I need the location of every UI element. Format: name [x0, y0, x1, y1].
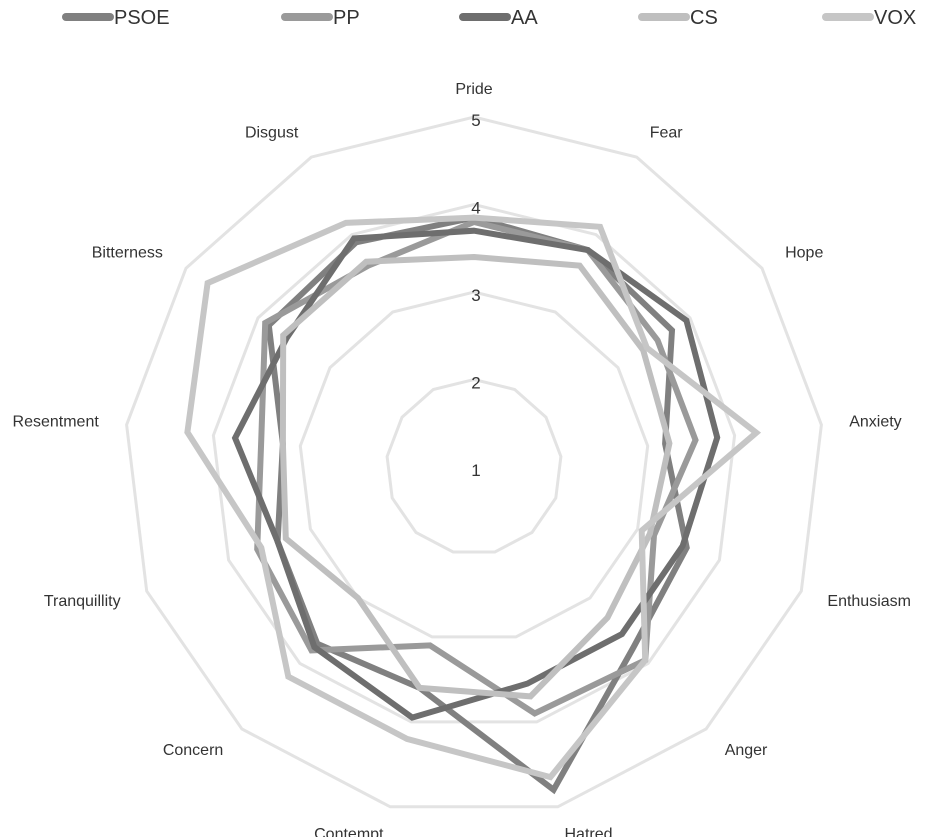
- axis-label: Hatred: [565, 826, 613, 837]
- legend-item: CS: [638, 7, 718, 29]
- legend-label: PSOE: [114, 7, 170, 29]
- axis-label: Contempt: [314, 826, 384, 837]
- axis-label: Pride: [455, 81, 492, 98]
- legend-item: VOX: [822, 7, 916, 29]
- tick-label: 3: [471, 286, 480, 305]
- series-lines: [184, 214, 762, 795]
- axis-label: Disgust: [245, 124, 299, 141]
- grid-ring: [125, 115, 823, 809]
- axis-label: Hope: [785, 244, 823, 261]
- axis-label: Tranquillity: [44, 593, 121, 610]
- grid-ring: [298, 290, 650, 639]
- tick-label: 4: [471, 199, 480, 218]
- grid-ring: [211, 202, 737, 724]
- legend-label: CS: [690, 7, 718, 29]
- legend: PSOE PP AA CS VOX: [62, 7, 916, 29]
- axis-label: Anxiety: [849, 413, 901, 430]
- legend-item: PSOE: [62, 7, 170, 29]
- axis-label: Anger: [725, 742, 768, 759]
- series-line-vox: [184, 214, 762, 781]
- series-line-psoe: [265, 214, 690, 795]
- axis-label: Enthusiasm: [827, 593, 911, 610]
- legend-item: AA: [459, 7, 538, 29]
- series-line-pp: [254, 218, 699, 717]
- axis-labels: Pride Fear Hope Anxiety Enthusiasm Anger Hatre…: [13, 81, 911, 837]
- series-line-cs: [279, 253, 673, 700]
- legend-label: AA: [511, 7, 538, 29]
- tick-label: 2: [471, 374, 480, 393]
- axis-label: Fear: [650, 124, 684, 141]
- radar-grid: [125, 115, 823, 809]
- legend-item: PP: [281, 7, 360, 29]
- series-line-aa: [231, 227, 721, 721]
- grid-ring: [385, 377, 563, 554]
- tick-label: 1: [471, 461, 480, 480]
- tick-label: 5: [471, 111, 480, 130]
- axis-label: Bitterness: [92, 244, 163, 261]
- radial-ticks: 1 2 3 4 5: [471, 111, 480, 480]
- axis-label: Resentment: [13, 413, 100, 430]
- axis-label: Concern: [163, 742, 223, 759]
- legend-label: PP: [333, 7, 360, 29]
- legend-label: VOX: [874, 7, 916, 29]
